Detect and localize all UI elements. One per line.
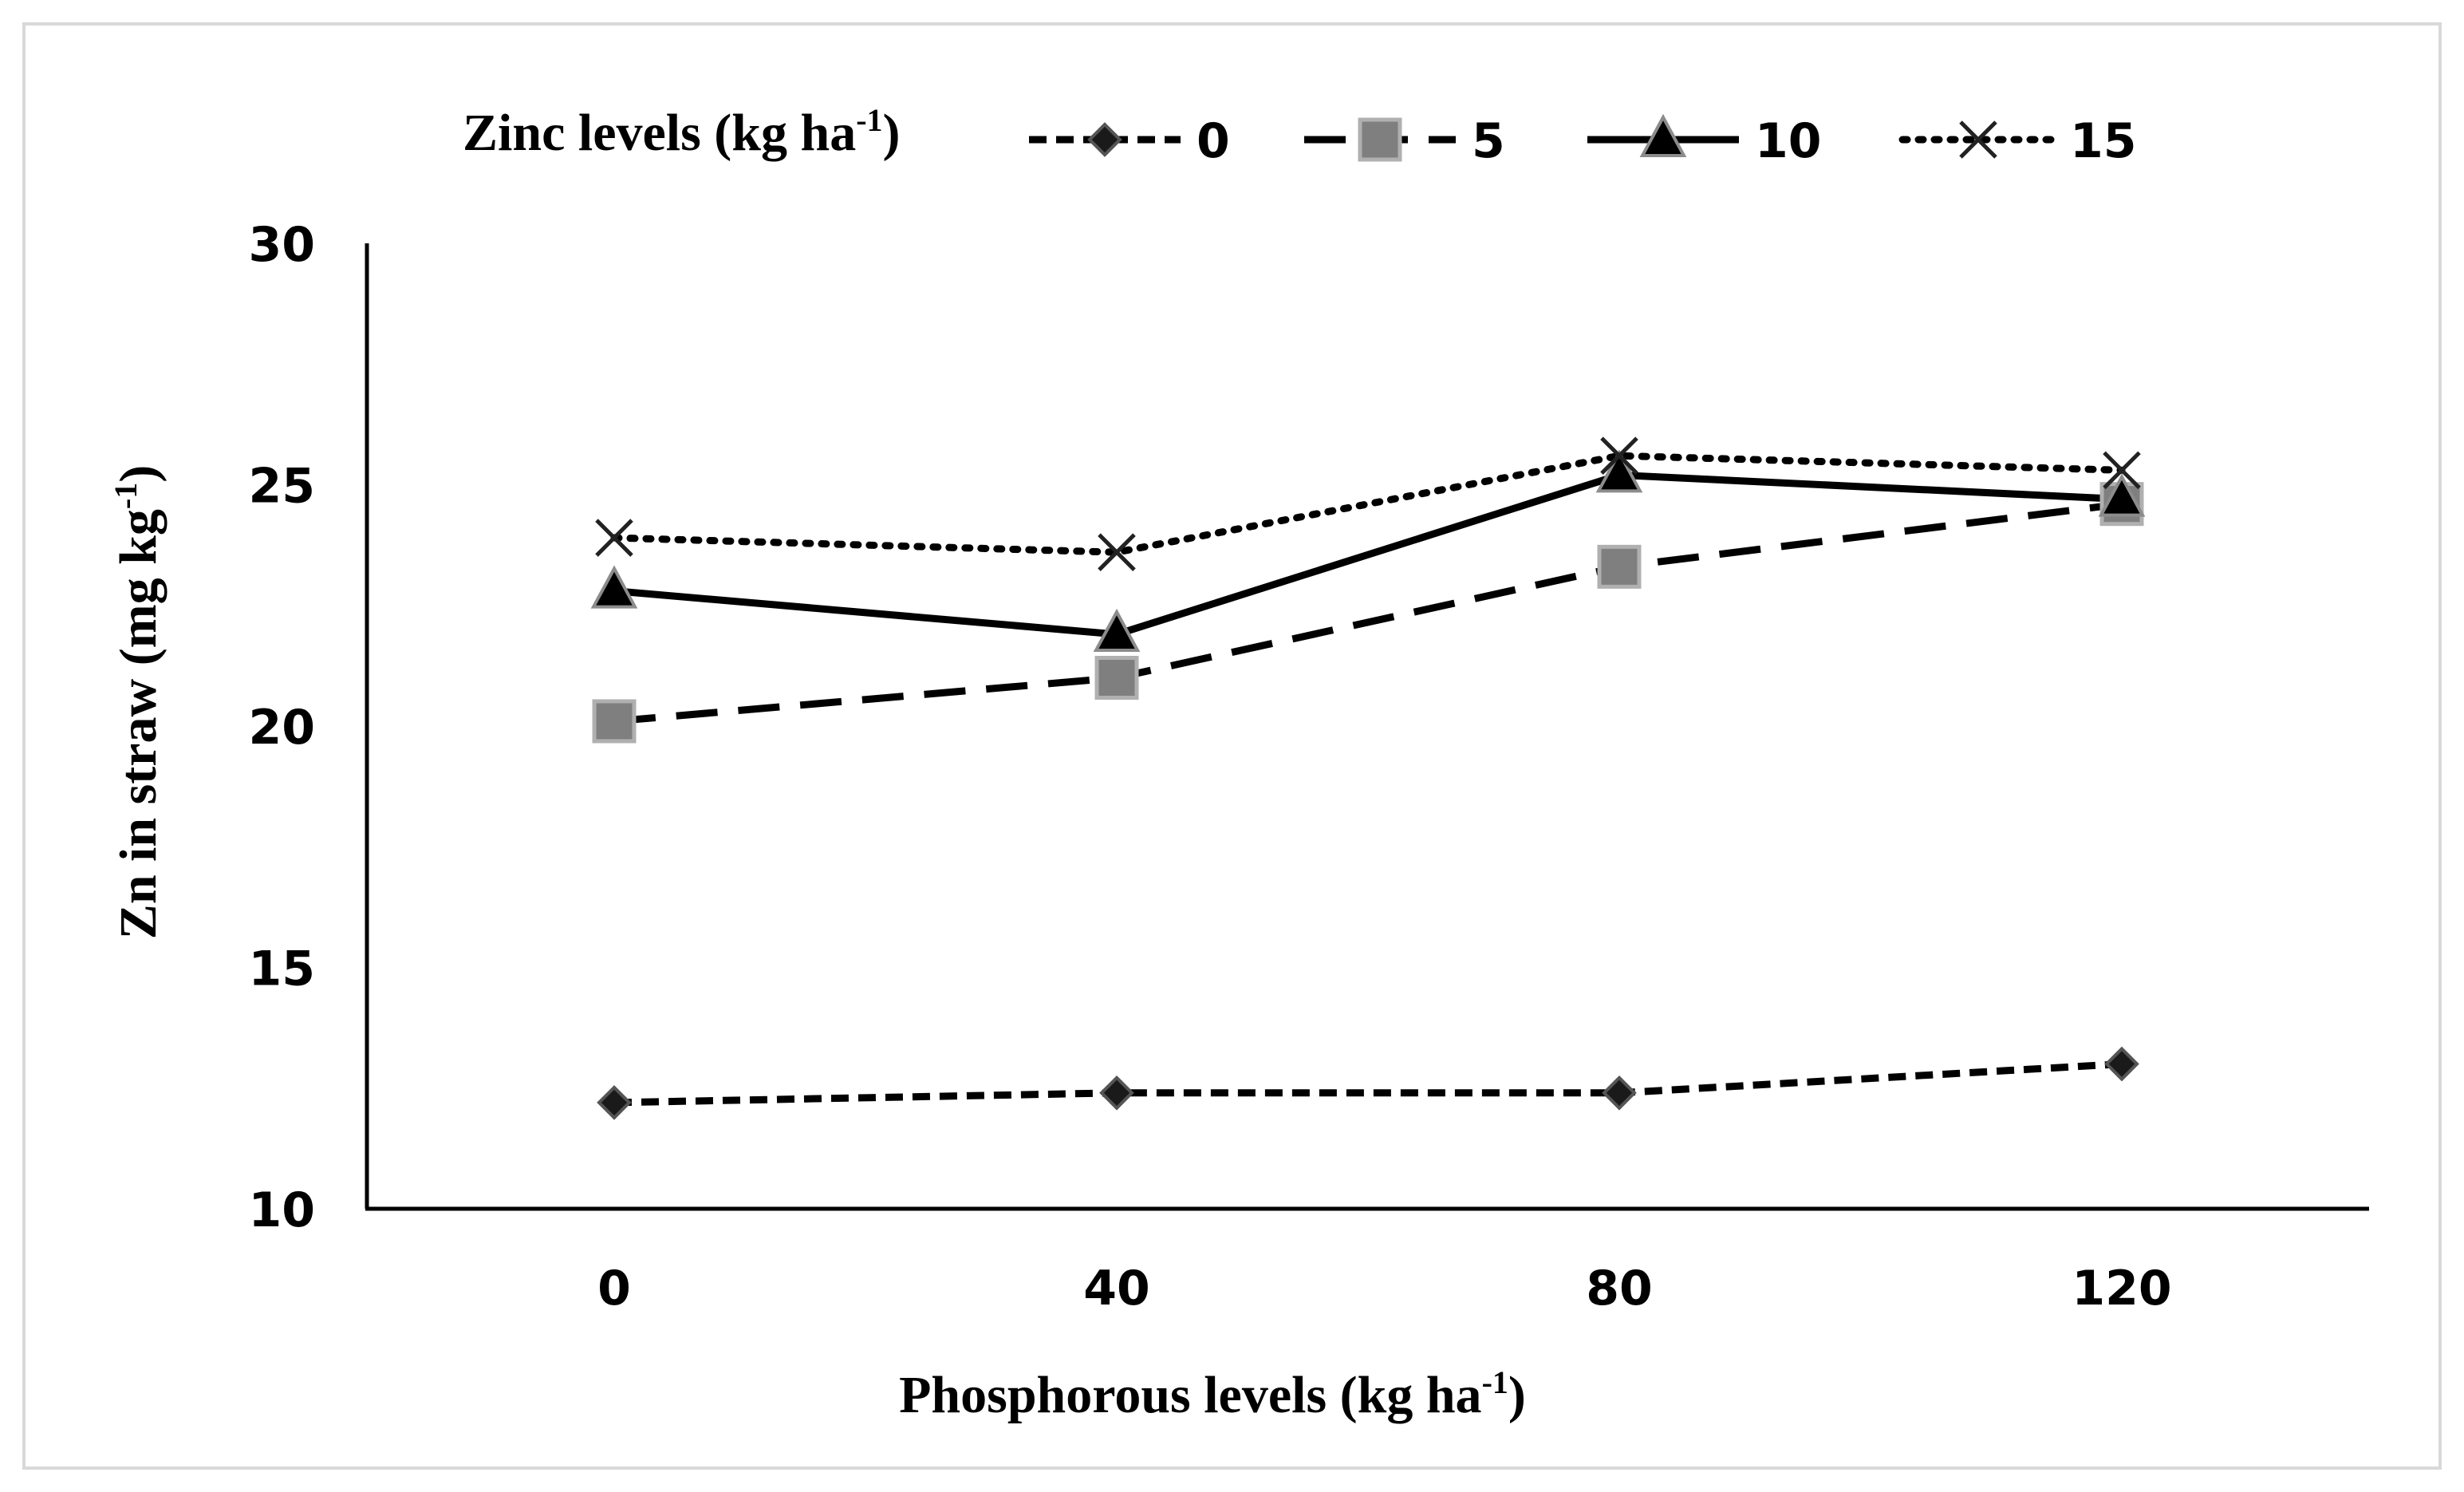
data-point-series-15 [1600,436,1638,475]
legend-marker-15 [1959,120,1997,159]
data-point-series-5 [1597,544,1642,589]
x-axis-title: Phosphorous levels (kg ha-1) [899,1364,1526,1424]
data-point-series-15 [1098,533,1136,571]
y-tick-label: 20 [249,700,316,756]
x-tick-label: 120 [2072,1261,2171,1316]
legend-label-15: 15 [2070,113,2137,169]
series-line-0 [613,1060,2123,1107]
data-point-series-10 [2098,473,2146,517]
chart-frame [22,22,2442,1470]
y-tick-labels: 10 15 20 25 30 [249,217,316,1238]
y-tick-label: 25 [249,459,316,515]
legend-item-15: 15 [1898,113,2137,169]
data-point-series-15 [2103,451,2141,490]
legend-marker-0 [1087,122,1122,157]
x-tick-label: 80 [1586,1261,1653,1316]
data-point-series-0 [1602,1075,1637,1111]
data-point-series-10 [590,565,638,609]
legend-marker-10 [1639,113,1687,157]
x-tick-label: 40 [1083,1261,1150,1316]
legend: Zinc levels (kg ha-1) 0 5 10 15 [463,102,2137,169]
legend-item-10: 10 [1587,113,1822,169]
data-point-series-10 [1093,608,1141,653]
x-tick-labels: 0 40 80 120 [597,1261,2172,1316]
data-point-series-10 [1595,449,1643,493]
data-point-series-0 [2104,1046,2139,1082]
data-point-series-15 [595,519,633,557]
series-layer [590,436,2146,1120]
legend-label-10: 10 [1755,113,1822,169]
data-point-series-5 [1094,656,1139,700]
series-line-10 [613,471,2123,638]
y-tick-label: 10 [249,1182,316,1238]
legend-title: Zinc levels (kg ha-1) [463,102,901,162]
data-point-series-0 [1099,1075,1134,1111]
y-axis-title: Zn in straw (mg kg-1) [108,465,168,939]
y-tick-label: 30 [249,217,316,273]
legend-label-0: 0 [1197,113,1230,169]
x-tick-label: 0 [597,1261,631,1316]
data-point-series-0 [597,1085,632,1120]
legend-item-0: 0 [1029,113,1230,169]
series-line-15 [610,452,2126,556]
y-tick-label: 15 [249,941,316,997]
legend-marker-5 [1358,117,1402,162]
series-line-5 [613,500,2123,725]
data-point-series-5 [592,699,637,744]
legend-label-5: 5 [1472,113,1505,169]
legend-item-5: 5 [1304,113,1505,169]
